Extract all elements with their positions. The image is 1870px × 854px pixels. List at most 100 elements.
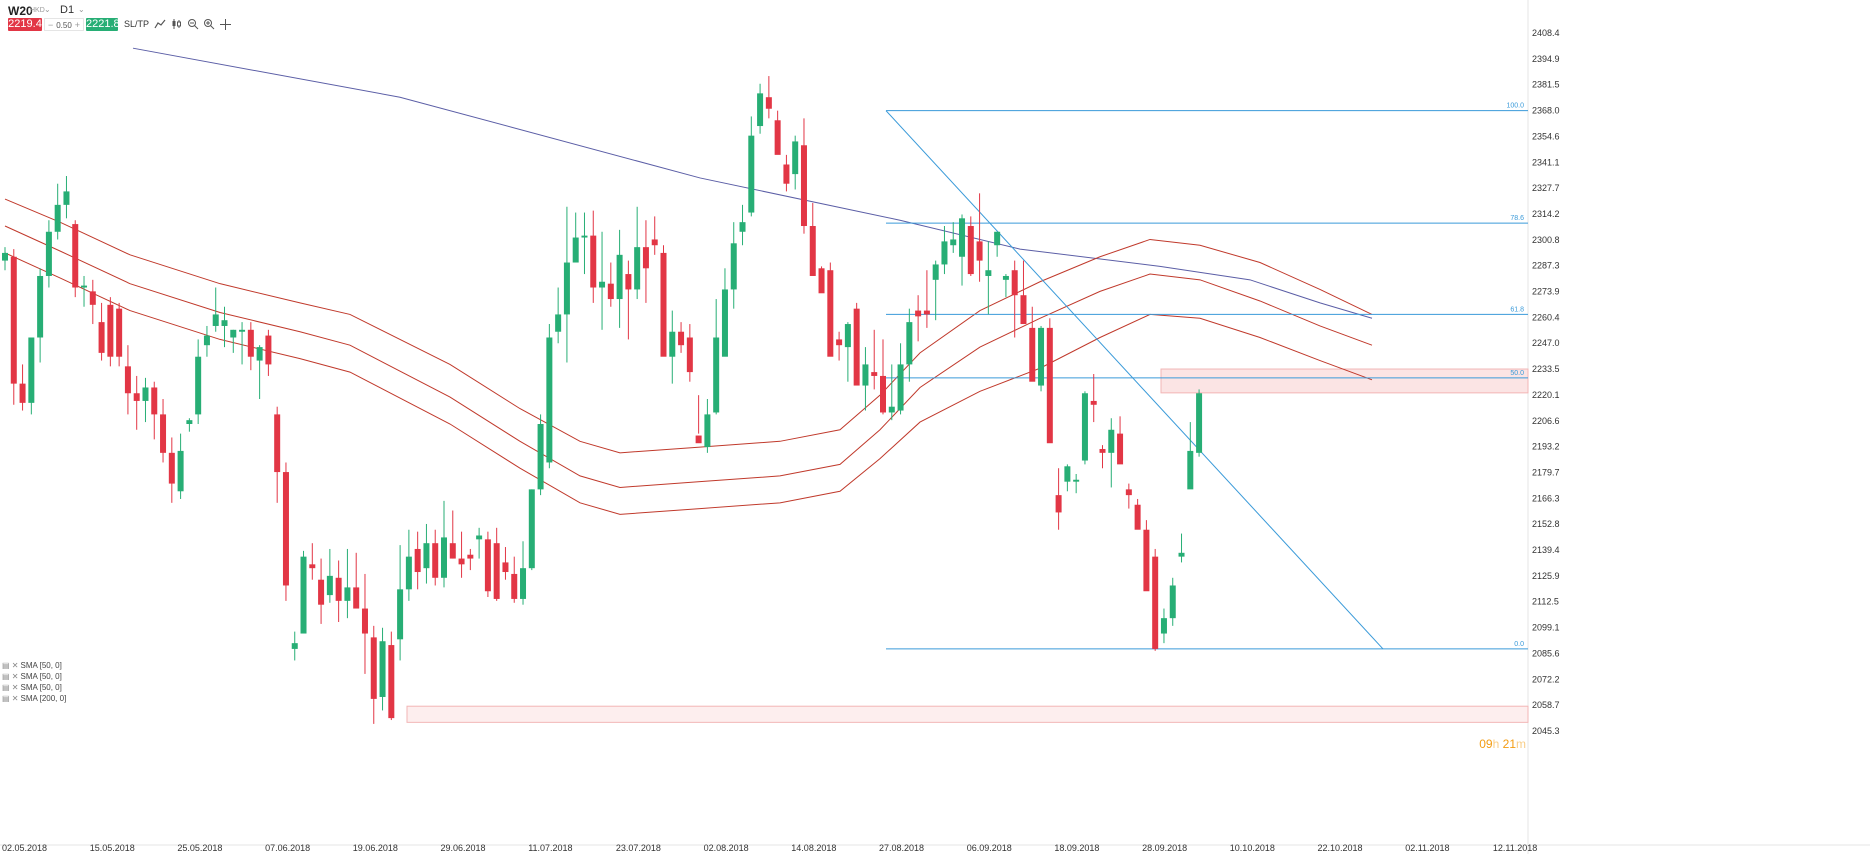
bullish-candle (888, 406, 895, 413)
zoom-in-icon[interactable] (203, 18, 215, 33)
x-axis-tick-label: 06.09.2018 (967, 843, 1012, 853)
bullish-candle (177, 450, 184, 492)
bullish-candle (581, 235, 588, 238)
indicator-settings-icon[interactable]: ▤ ✕ (2, 683, 19, 692)
bearish-candle (19, 383, 26, 403)
bearish-candle (107, 304, 114, 357)
bullish-candle (669, 331, 676, 357)
y-axis-tick-label: 2260.4 (1532, 312, 1560, 322)
bearish-candle (265, 335, 272, 365)
x-axis-tick-label: 02.11.2018 (1405, 843, 1449, 853)
bearish-candle (880, 375, 886, 413)
bullish-candle (239, 329, 246, 332)
chevron-down-icon[interactable]: ⌄ (78, 5, 85, 14)
bearish-candle (800, 145, 807, 227)
x-axis-tick-label: 22.10.2018 (1318, 843, 1363, 853)
buy-price-button[interactable]: 2221.8 (86, 18, 120, 31)
bullish-candle (230, 329, 237, 338)
bearish-candle (765, 97, 772, 109)
x-axis-tick-label: 02.05.2018 (2, 843, 47, 853)
bearish-candle (607, 283, 614, 300)
bullish-candle (599, 281, 606, 288)
indicator-settings-icon[interactable]: ▤ ✕ (2, 672, 19, 681)
bullish-candle (959, 218, 966, 257)
support-zone (406, 705, 1529, 723)
y-axis-tick-label: 2139.4 (1532, 545, 1560, 555)
x-axis-tick-label: 23.07.2018 (616, 843, 661, 853)
bullish-candle (704, 414, 711, 448)
bearish-candle (976, 241, 983, 261)
bullish-candle (985, 270, 992, 276)
x-axis-tick-label: 29.06.2018 (441, 843, 486, 853)
bearish-candle (1011, 270, 1018, 296)
bullish-candle (291, 643, 298, 649)
indicator-legend-item[interactable]: ▤ ✕ SMA [200, 0] (2, 694, 67, 703)
indicator-legend-item[interactable]: ▤ ✕ SMA [50, 0] (2, 661, 62, 670)
bullish-candle (1081, 393, 1088, 461)
line-chart-icon[interactable] (154, 18, 166, 33)
bullish-candle (63, 191, 70, 205)
increase-volume-button[interactable]: + (74, 20, 80, 30)
bearish-candle (1152, 556, 1159, 649)
bullish-candle (203, 335, 210, 346)
sma-envelope-line (4, 198, 1373, 454)
bearish-candle (511, 573, 518, 599)
sell-price-button[interactable]: 2219.4 (8, 18, 42, 31)
bearish-candle (361, 608, 368, 634)
bullish-candle (844, 324, 851, 348)
volume-value[interactable]: 0.50 (56, 21, 72, 30)
y-axis-tick-label: 2408.4 (1532, 28, 1560, 38)
bullish-candle (546, 337, 553, 463)
bearish-candle (686, 337, 693, 373)
x-axis-tick-label: 12.11.2018 (1493, 843, 1537, 853)
crosshair-icon[interactable] (219, 18, 232, 34)
bullish-candle (1196, 393, 1203, 453)
fibonacci-level-label: 100.0 (1506, 103, 1524, 110)
bearish-candle (1117, 433, 1124, 465)
zoom-out-icon[interactable] (187, 18, 199, 33)
bullish-candle (1002, 275, 1009, 280)
x-axis-tick-label: 11.07.2018 (528, 843, 572, 853)
indicator-legend-item[interactable]: ▤ ✕ SMA [50, 0] (2, 683, 62, 692)
x-axis-tick-label: 07.06.2018 (265, 843, 310, 853)
indicator-legend-item[interactable]: ▤ ✕ SMA [50, 0] (2, 672, 62, 681)
bullish-candle (906, 322, 913, 365)
sma-200-line (132, 47, 1373, 319)
decrease-volume-button[interactable]: − (48, 20, 54, 30)
timeframe-select[interactable]: D1 (60, 4, 75, 16)
bearish-candle (335, 577, 342, 601)
y-axis-tick-label: 2327.7 (1532, 183, 1560, 193)
indicator-settings-icon[interactable]: ▤ ✕ (2, 694, 19, 703)
bullish-candle (555, 314, 562, 332)
y-axis-tick-label: 2099.1 (1532, 623, 1560, 633)
fibonacci-level-label: 61.8 (1510, 306, 1524, 313)
bearish-candle (89, 291, 96, 305)
fibonacci-level-label: 78.6 (1510, 215, 1524, 222)
bullish-candle (81, 285, 88, 288)
bullish-candle (932, 264, 939, 280)
symbol-label[interactable]: W20 (8, 4, 33, 18)
bullish-candle (54, 204, 61, 232)
candles-icon[interactable] (171, 18, 183, 33)
volume-stepper[interactable]: − 0.50 + (44, 18, 84, 31)
bearish-candle (1020, 295, 1027, 325)
bearish-candle (116, 308, 123, 357)
y-axis-tick-label: 2287.3 (1532, 261, 1560, 271)
bullish-candle (563, 262, 570, 315)
bearish-candle (783, 164, 790, 184)
bearish-candle (695, 435, 702, 444)
bullish-candle (757, 93, 764, 127)
y-axis-tick-label: 2300.8 (1532, 235, 1560, 245)
bullish-candle (1169, 585, 1176, 619)
chevron-down-icon[interactable]: ⌄ (44, 5, 51, 14)
bullish-candle (256, 347, 263, 361)
bearish-candle (651, 239, 658, 246)
bullish-candle (142, 387, 149, 401)
bullish-candle (1108, 429, 1115, 453)
indicator-settings-icon[interactable]: ▤ ✕ (2, 661, 19, 670)
sltp-button[interactable]: SL/TP (124, 19, 150, 29)
bearish-candle (590, 235, 597, 288)
x-axis-tick-label: 19.06.2018 (353, 843, 398, 853)
bearish-candle (827, 270, 834, 357)
